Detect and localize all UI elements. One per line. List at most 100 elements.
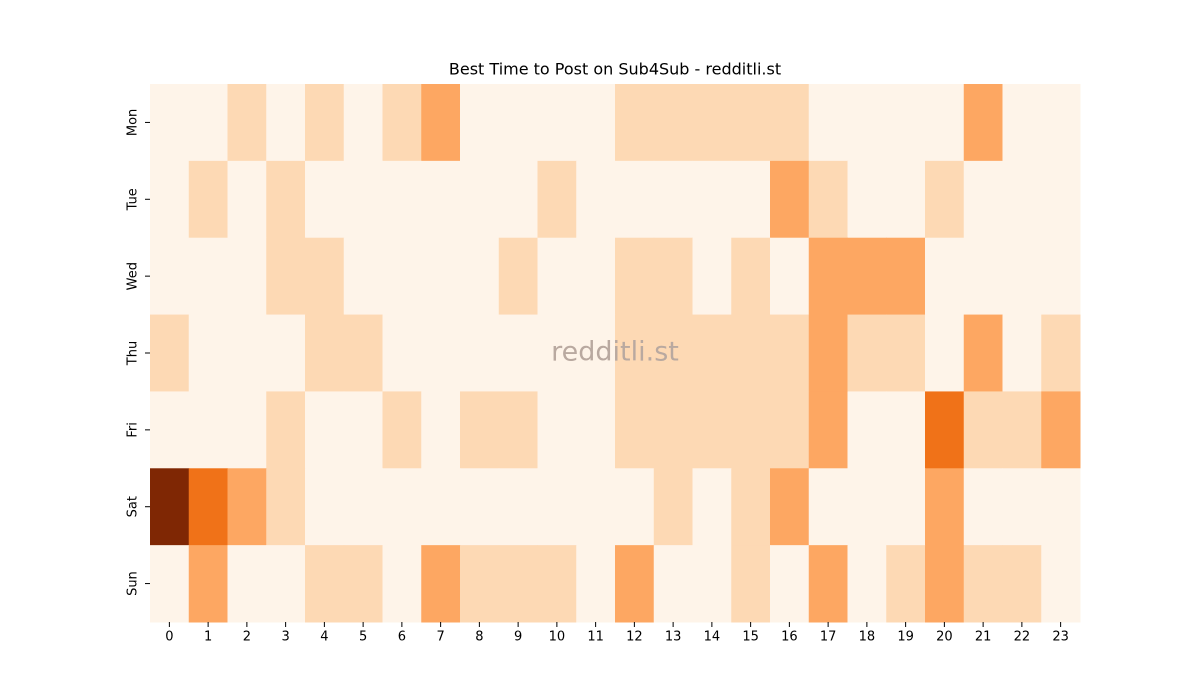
- heat-cell: [227, 84, 267, 162]
- heat-cell: [886, 545, 926, 623]
- heat-cell: [731, 314, 771, 392]
- x-tick-label: 4: [320, 630, 328, 645]
- x-tick-label: 13: [665, 630, 682, 645]
- heat-cell: [266, 545, 306, 623]
- heat-cell: [1002, 160, 1042, 239]
- heat-cell: [847, 545, 887, 623]
- heat-cell: [343, 391, 383, 469]
- x-tick-label: 18: [859, 630, 876, 645]
- x-tick-label: 2: [243, 630, 251, 645]
- heat-cell: [925, 545, 965, 623]
- heat-cell: [421, 468, 461, 546]
- heat-cell: [421, 84, 461, 162]
- heat-cell: [188, 314, 228, 392]
- x-tick-label: 3: [281, 630, 289, 645]
- heat-cell: [1041, 314, 1081, 392]
- heat-cell: [150, 468, 190, 546]
- heat-cell: [963, 391, 1003, 469]
- heat-cell: [343, 314, 383, 392]
- x-tick-label: 10: [549, 630, 566, 645]
- heat-cell: [537, 160, 577, 239]
- heat-cell: [615, 545, 655, 623]
- heat-cell: [188, 391, 228, 469]
- heat-cell: [925, 391, 965, 469]
- y-tick-label: Wed: [126, 262, 141, 290]
- y-tick-label: Fri: [126, 422, 141, 438]
- heat-cell: [925, 160, 965, 239]
- x-tick-label: 22: [1014, 630, 1031, 645]
- heat-cell: [731, 468, 771, 546]
- heat-cell: [963, 314, 1003, 392]
- heat-cell: [886, 84, 926, 162]
- x-tick-label: 14: [704, 630, 721, 645]
- x-tick-label: 7: [436, 630, 444, 645]
- heat-cell: [1041, 237, 1081, 316]
- heat-cell: [770, 545, 810, 623]
- heat-cell: [227, 545, 267, 623]
- heat-cell: [692, 237, 732, 316]
- heat-cell: [770, 84, 810, 162]
- heat-cell: [498, 468, 538, 546]
- heat-cell: [576, 84, 616, 162]
- heat-cell: [382, 314, 422, 392]
- heat-cell: [537, 545, 577, 623]
- heat-cell: [1002, 545, 1042, 623]
- heat-cell: [925, 468, 965, 546]
- heat-cell: [653, 314, 693, 392]
- heat-cell: [382, 84, 422, 162]
- heat-cell: [382, 391, 422, 469]
- heat-cell: [808, 545, 848, 623]
- heat-cell: [653, 391, 693, 469]
- heat-cell: [227, 237, 267, 316]
- heat-cell: [343, 237, 383, 316]
- x-tick-label: 23: [1052, 630, 1069, 645]
- heat-cell: [266, 468, 306, 546]
- heat-cell: [886, 468, 926, 546]
- x-tick-label: 8: [475, 630, 483, 645]
- x-tick-label: 0: [165, 630, 173, 645]
- heat-cell: [963, 237, 1003, 316]
- heat-cell: [886, 237, 926, 316]
- heat-cell: [343, 84, 383, 162]
- x-tick-label: 1: [204, 630, 212, 645]
- heat-cell: [847, 160, 887, 239]
- y-tick-label: Sun: [126, 571, 141, 596]
- heat-cell: [460, 314, 500, 392]
- heat-cell: [653, 84, 693, 162]
- heat-cell: [421, 160, 461, 239]
- heat-cell: [537, 391, 577, 469]
- heat-cell: [188, 84, 228, 162]
- heat-cell: [382, 545, 422, 623]
- heat-cell: [266, 84, 306, 162]
- heat-cell: [808, 391, 848, 469]
- heat-cell: [886, 391, 926, 469]
- heat-cell: [460, 545, 500, 623]
- heat-cell: [615, 160, 655, 239]
- heat-cell: [382, 237, 422, 316]
- heat-cell: [343, 468, 383, 546]
- heat-cell: [498, 391, 538, 469]
- heat-cell: [150, 545, 190, 623]
- y-tick-label: Mon: [126, 109, 141, 136]
- heat-cell: [382, 160, 422, 239]
- x-tick-label: 19: [897, 630, 914, 645]
- heat-cell: [886, 314, 926, 392]
- heat-cell: [1041, 545, 1081, 623]
- heat-cell: [227, 160, 267, 239]
- x-tick-label: 11: [587, 630, 604, 645]
- heat-cell: [266, 314, 306, 392]
- heat-cell: [343, 160, 383, 239]
- heat-cell: [847, 391, 887, 469]
- heat-cell: [227, 468, 267, 546]
- heat-cell: [1002, 391, 1042, 469]
- heat-cell: [731, 160, 771, 239]
- heat-cell: [498, 237, 538, 316]
- heat-cell: [692, 545, 732, 623]
- heat-cell: [808, 84, 848, 162]
- x-tick-label: 21: [975, 630, 992, 645]
- x-tick-label: 16: [781, 630, 798, 645]
- heat-cell: [615, 314, 655, 392]
- heat-cell: [692, 391, 732, 469]
- heat-cell: [653, 468, 693, 546]
